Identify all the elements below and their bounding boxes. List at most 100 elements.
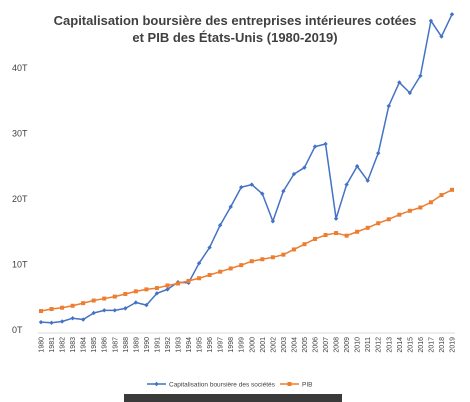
series-1-point: [49, 320, 54, 325]
series-2-point: [302, 242, 307, 247]
x-tick-label: 2005: [302, 337, 309, 353]
series-1-point: [333, 216, 339, 221]
series-1-point: [112, 308, 117, 313]
series-2-point: [439, 193, 444, 198]
x-tick-label: 1992: [165, 337, 172, 353]
series-1-point: [449, 12, 455, 17]
x-tick-label: 2000: [249, 337, 256, 353]
x-tick-label: 1982: [60, 337, 67, 353]
x-tick-label: 1985: [91, 337, 98, 353]
series-1-point: [344, 182, 349, 187]
x-tick-label: 2016: [418, 337, 425, 353]
x-tick-label: 1986: [102, 337, 109, 353]
x-tick-label: 2019: [450, 337, 457, 353]
series-2-point: [112, 294, 117, 299]
x-tick-label: 1995: [197, 337, 204, 353]
series-1-point: [59, 319, 65, 324]
y-tick-label: 30T: [12, 129, 28, 139]
series-1-point: [228, 204, 233, 210]
x-tick-label: 1998: [228, 337, 235, 353]
x-tick-label: 1984: [81, 337, 88, 353]
x-tick-label: 1990: [144, 337, 151, 353]
x-tick-label: 1999: [239, 337, 246, 353]
x-tick-label: 1988: [123, 337, 130, 353]
x-tick-label: 2004: [291, 337, 298, 353]
legend-label-1: Capitalisation boursière des sociétés: [169, 381, 276, 388]
y-tick-label: 0T: [12, 325, 23, 335]
series-1-point: [376, 150, 381, 156]
series-2-point: [397, 212, 402, 217]
series-1-point: [217, 223, 223, 228]
series-1-point: [270, 219, 276, 224]
series-1-point: [354, 164, 360, 169]
series-line-1: [40, 13, 453, 324]
series-2-point: [154, 286, 159, 291]
x-axis: 1980 1981 1982 1983 1984 1985 1986 1987 1988 1989…: [38, 332, 457, 353]
x-tick-label: 1991: [154, 337, 161, 353]
series-2-point: [428, 200, 433, 205]
series-1-point: [102, 308, 107, 313]
legend-label-2: PIB: [302, 381, 312, 388]
series-2-point: [313, 236, 317, 241]
series-2-point: [197, 276, 202, 281]
x-tick-label: 1996: [207, 337, 214, 353]
x-tick-label: 2008: [334, 337, 341, 353]
series-1-point: [312, 144, 318, 149]
series-1-point: [165, 287, 170, 292]
series-2-point: [186, 278, 191, 283]
series-2-point: [102, 296, 107, 301]
series-2-point: [355, 229, 360, 234]
series-2-point: [123, 291, 128, 296]
series-1-point: [80, 317, 86, 322]
series-2-point: [207, 272, 212, 277]
series-2-point: [49, 307, 54, 312]
series-1-point: [439, 34, 444, 39]
series-1-point: [70, 316, 75, 321]
series-2-point: [39, 309, 43, 314]
bottom-overlay-bar: [124, 394, 342, 402]
series-2-point: [270, 255, 275, 260]
series-1-point: [291, 171, 297, 177]
series-1-point: [397, 80, 402, 85]
series-1-point: [418, 73, 423, 79]
y-axis-labels: 0T 10T 20T 30T 40T: [12, 63, 28, 335]
series-2-point: [407, 208, 412, 213]
series-2-point: [344, 233, 349, 238]
series-2-point: [418, 205, 423, 210]
x-tick-label: 1994: [186, 337, 193, 353]
legend-marker-2: [287, 382, 292, 386]
x-tick-label: 2007: [323, 337, 330, 353]
series-1-point: [239, 185, 244, 190]
y-tick-label: 20T: [12, 194, 28, 204]
series-2-point: [365, 225, 370, 230]
series-2-point: [450, 187, 454, 192]
series-1-point: [281, 188, 286, 194]
series-2-point: [165, 283, 170, 288]
legend: Capitalisation boursière des sociétés PIB: [147, 381, 312, 388]
series-2-point: [334, 231, 339, 236]
series-1-point: [38, 319, 44, 325]
series-1-point: [91, 310, 96, 316]
x-tick-label: 2002: [270, 337, 277, 353]
series-1-point: [144, 302, 149, 308]
x-tick-label: 1997: [218, 337, 225, 353]
series-1-point: [428, 18, 434, 24]
x-tick-label: 2017: [428, 337, 435, 353]
legend-marker-1: [154, 381, 159, 387]
series-2-point: [70, 303, 75, 308]
series-1-point: [133, 300, 139, 305]
x-tick-label: 2009: [344, 337, 351, 353]
series-1-point: [407, 90, 413, 96]
series-2-point: [386, 217, 391, 222]
series-line-2: [40, 189, 453, 312]
x-tick-label: 2006: [313, 337, 320, 353]
series-2-point: [81, 301, 86, 306]
series-2-point: [281, 252, 286, 257]
x-tick-label: 2013: [386, 337, 393, 353]
x-tick-label: 1993: [176, 337, 183, 353]
series-1-point: [207, 245, 212, 250]
x-tick-label: 2012: [376, 337, 383, 353]
series-2-point: [228, 266, 233, 271]
series-2-point: [91, 298, 96, 303]
